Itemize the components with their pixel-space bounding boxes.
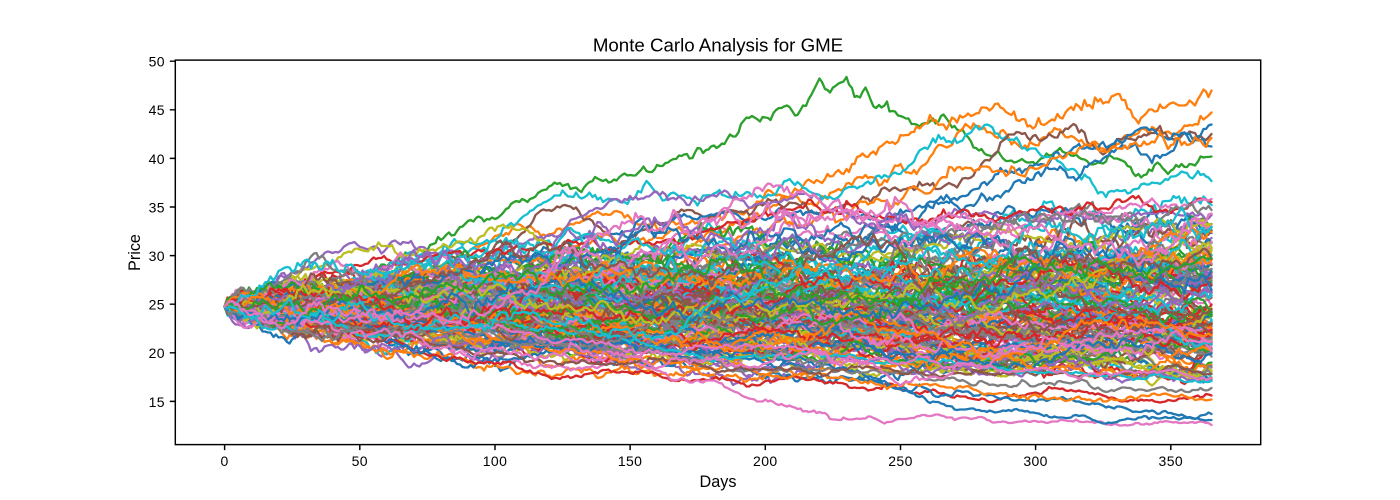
svg-text:20: 20 — [149, 345, 165, 361]
svg-text:150: 150 — [618, 453, 643, 469]
svg-text:45: 45 — [149, 102, 165, 118]
svg-text:50: 50 — [352, 453, 368, 469]
svg-text:200: 200 — [753, 453, 778, 469]
svg-text:35: 35 — [149, 199, 165, 215]
svg-text:250: 250 — [888, 453, 913, 469]
svg-text:50: 50 — [149, 54, 165, 70]
svg-text:30: 30 — [149, 248, 165, 264]
svg-text:15: 15 — [149, 394, 165, 410]
svg-text:300: 300 — [1023, 453, 1048, 469]
svg-text:25: 25 — [149, 297, 165, 313]
svg-text:100: 100 — [483, 453, 508, 469]
svg-text:40: 40 — [149, 151, 165, 167]
svg-text:Price: Price — [126, 234, 144, 271]
svg-text:350: 350 — [1159, 453, 1184, 469]
svg-text:Days: Days — [700, 473, 737, 491]
svg-text:0: 0 — [221, 453, 229, 469]
svg-text:Monte Carlo Analysis for GME: Monte Carlo Analysis for GME — [593, 34, 843, 55]
